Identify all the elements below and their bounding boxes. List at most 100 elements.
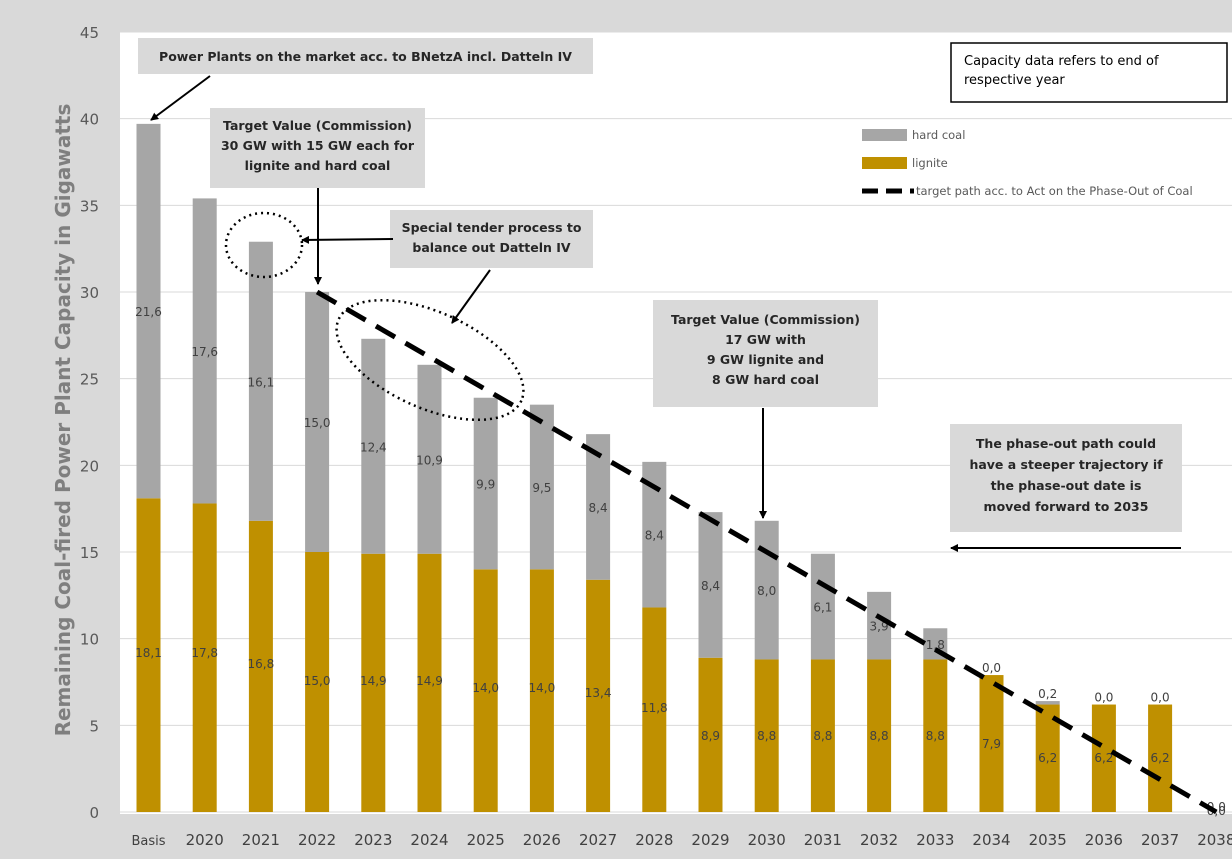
data-label-lignite: 7,9	[982, 737, 1001, 751]
bar-hard-coal	[361, 338, 386, 554]
callout-phaseout: The phase-out path could have a steeper t…	[950, 424, 1182, 532]
data-label-hard-coal: 8,0	[757, 584, 776, 598]
callout-phaseout-text: have a steeper trajectory if	[969, 457, 1163, 472]
x-tick-label: 2025	[467, 831, 505, 849]
x-tick-label: 2021	[242, 831, 280, 849]
data-label-hard-coal: 0,0	[1094, 691, 1113, 705]
bar-lignite	[754, 659, 779, 812]
bar-hard-coal	[698, 512, 723, 658]
callout-market-text: Power Plants on the market acc. to BNetz…	[159, 49, 572, 64]
callout-target-2030-box	[653, 300, 878, 407]
x-tick-label: 2034	[972, 831, 1010, 849]
callout-target-2022-text: lignite and hard coal	[245, 158, 391, 173]
data-label-lignite: 11,8	[641, 701, 668, 715]
x-tick-label: Basis	[131, 834, 165, 849]
callout-target-2030-text: 8 GW hard coal	[712, 372, 819, 387]
bar-lignite	[136, 498, 161, 812]
capacity-note-text: respective year	[964, 73, 1065, 88]
data-label-lignite: 15,0	[304, 674, 331, 688]
data-label-hard-coal: 8,4	[645, 529, 664, 543]
capacity-note: Capacity data refers to end of respective…	[950, 42, 1228, 103]
bar-hard-coal	[248, 241, 273, 521]
x-tick-label: 2035	[1029, 831, 1067, 849]
x-tick-label: 2026	[523, 831, 561, 849]
callout-tender-text: balance out Datteln IV	[412, 240, 570, 255]
tender-ellipse-small	[224, 211, 304, 279]
x-tick-label: 2036	[1085, 831, 1123, 849]
x-tick-label: 2027	[579, 831, 617, 849]
callout-target-2030: Target Value (Commission) 17 GW with 9 GW …	[653, 300, 878, 407]
x-tick-label: 2031	[804, 831, 842, 849]
callout-phaseout-text: the phase-out date is	[991, 478, 1142, 493]
data-label-hard-coal: 21,6	[135, 305, 162, 319]
x-tick-label: 2029	[691, 831, 729, 849]
data-label-lignite: 6,2	[1151, 751, 1170, 765]
data-label-lignite: 8,8	[926, 729, 945, 743]
capacity-note-box	[950, 42, 1228, 103]
callout-phaseout-text: The phase-out path could	[976, 436, 1156, 451]
data-labels: 18,1 21,6 17,8 17,6 16,8 16,1 15,0 15,0 14,9 12,4…	[135, 305, 1226, 818]
bar-lignite	[305, 552, 330, 812]
x-tick-label: 2037	[1141, 831, 1179, 849]
bar-hard-coal	[473, 397, 498, 570]
data-label-hard-coal: 15,0	[304, 416, 331, 430]
x-tick-label: 2032	[860, 831, 898, 849]
y-tick-label: 0	[89, 804, 99, 822]
bar-hard-coal	[867, 591, 892, 660]
bar-lignite	[642, 607, 667, 812]
data-label-lignite: 6,2	[1094, 751, 1113, 765]
bar-lignite	[192, 503, 217, 812]
y-tick-label: 25	[80, 371, 99, 389]
callout-tender-arrow-left	[301, 235, 394, 244]
data-label-hard-coal: 9,5	[532, 481, 551, 495]
callout-target-2022: Target Value (Commission) 30 GW with 15 G…	[210, 108, 425, 188]
data-label-lignite: 13,4	[585, 686, 612, 700]
x-tick-label: 2033	[916, 831, 954, 849]
data-label-lignite: 18,1	[135, 646, 162, 660]
legend-entry: hard coal	[862, 128, 965, 142]
bar-lignite	[586, 579, 611, 812]
legend-swatch	[862, 129, 907, 141]
callouts: Power Plants on the market acc. to BNetz…	[138, 38, 1228, 552]
y-axis-label: Remaining Coal-fired Power Plant Capacit…	[51, 104, 75, 737]
data-label-lignite: 8,8	[757, 729, 776, 743]
bar-hard-coal	[586, 434, 611, 580]
legend-swatch	[862, 157, 907, 169]
data-label-hard-coal: 0,0	[1151, 691, 1170, 705]
bar-hard-coal	[754, 520, 779, 660]
x-tick-label: 2020	[186, 831, 224, 849]
capacity-note-text: Capacity data refers to end of	[964, 54, 1159, 69]
y-tick-label: 30	[80, 284, 99, 302]
legend: hard coal lignite target path acc. to Act …	[862, 128, 1193, 198]
bar-lignite	[529, 569, 554, 812]
data-label-hard-coal: 16,1	[248, 375, 275, 389]
bar-lignite	[698, 657, 723, 812]
bar-hard-coal	[529, 404, 554, 570]
bar-lignite	[248, 520, 273, 812]
x-tick-label: 2028	[635, 831, 673, 849]
callout-target-2030-text: 17 GW with	[725, 332, 806, 347]
bar-hard-coal	[136, 123, 161, 499]
bar-hard-coal	[1035, 701, 1060, 705]
data-label-hard-coal: 9,9	[476, 478, 495, 492]
data-label-hard-coal: 8,4	[589, 501, 608, 515]
data-label-hard-coal: 6,1	[813, 601, 832, 615]
data-label-lignite: 8,8	[870, 729, 889, 743]
bar-lignite	[1091, 704, 1116, 812]
x-tick-label: 2024	[410, 831, 448, 849]
data-label-lignite: 14,9	[416, 674, 443, 688]
data-label-hard-coal: 1,8	[926, 638, 945, 652]
bar-lignite	[1035, 704, 1060, 812]
y-tick-label: 10	[80, 631, 99, 649]
callout-target-2022-box	[210, 108, 425, 188]
data-label-lignite: 16,8	[248, 657, 275, 671]
bar-hard-coal	[810, 553, 835, 660]
tender-ellipse-large	[335, 298, 525, 422]
y-tick-label: 20	[80, 457, 99, 475]
callout-target-2030-text: 9 GW lignite and	[707, 352, 824, 367]
bar-lignite	[810, 659, 835, 812]
callout-market: Power Plants on the market acc. to BNetz…	[138, 38, 593, 74]
